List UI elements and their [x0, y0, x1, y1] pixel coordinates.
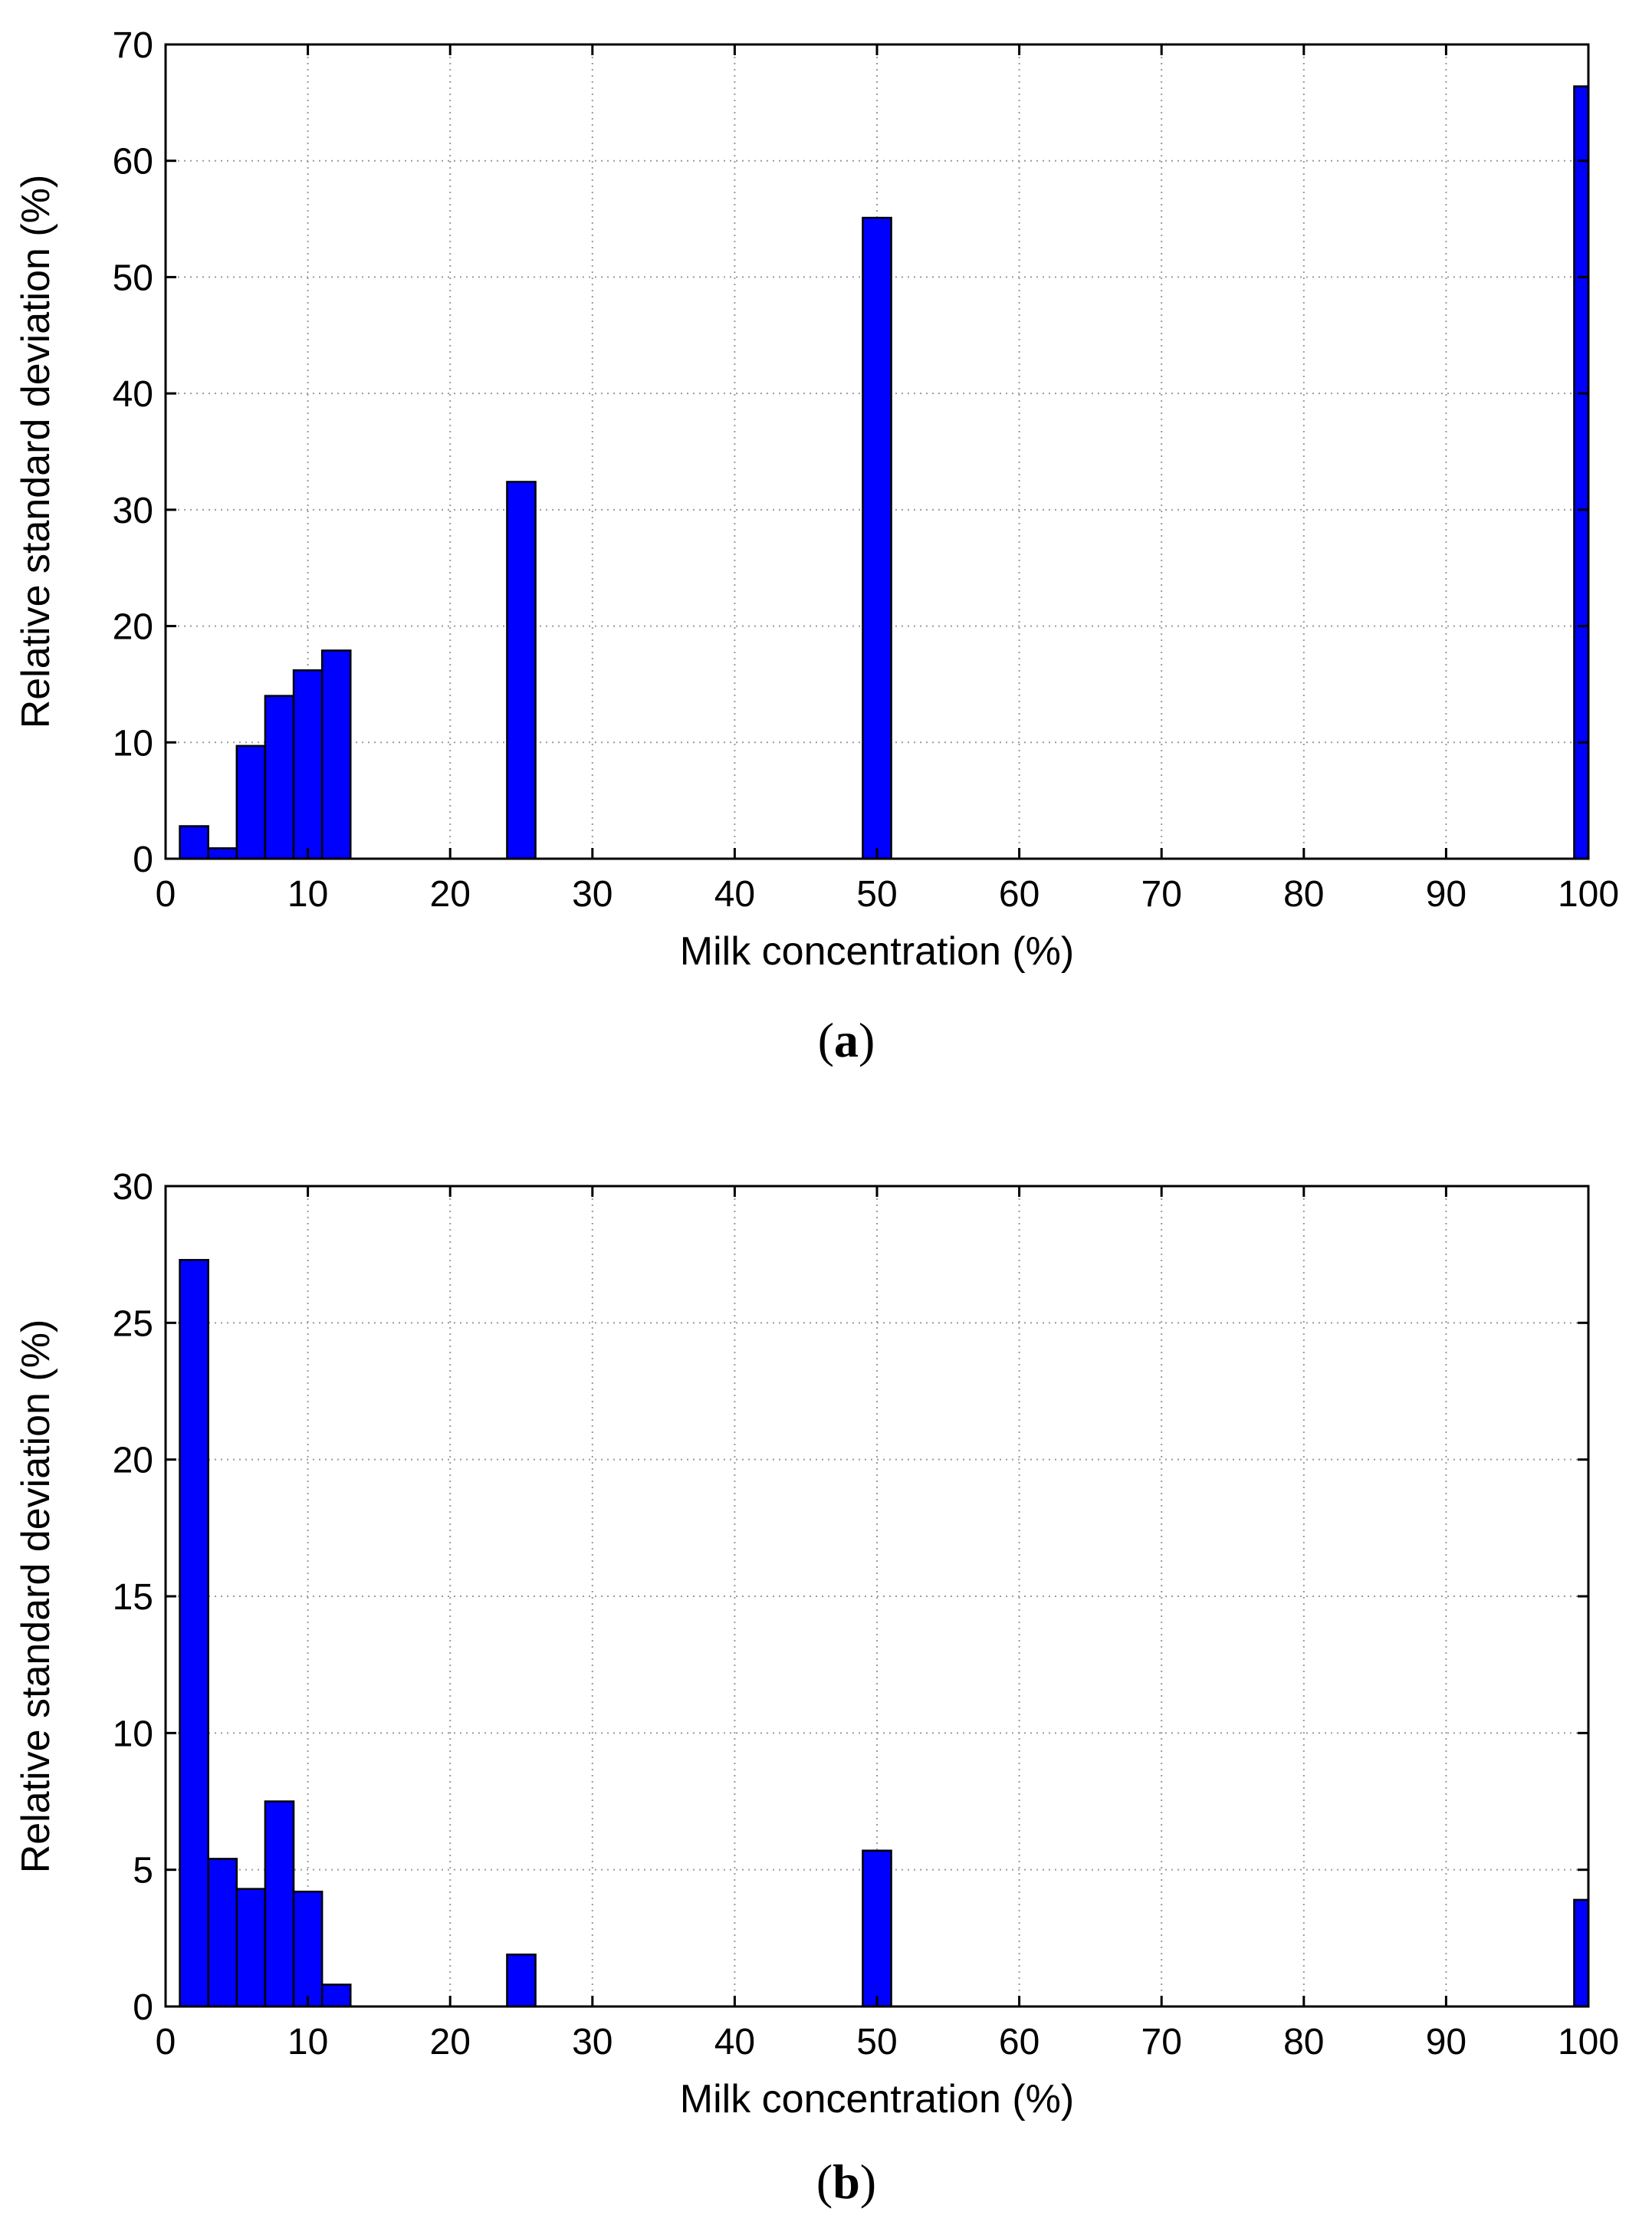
bar — [292, 1890, 324, 2008]
panel-label: (b) — [816, 2154, 876, 2209]
bar — [264, 1800, 295, 2008]
y-tick-label: 15 — [113, 1577, 153, 1618]
y-tick-label: 70 — [113, 25, 153, 66]
x-tick-label: 40 — [714, 2022, 755, 2062]
x-tick-label: 70 — [1141, 874, 1182, 915]
x-tick-label: 20 — [430, 2022, 471, 2062]
y-tick-label: 40 — [113, 374, 153, 415]
y-tick-label: 20 — [113, 607, 153, 648]
bar — [320, 649, 352, 860]
bar — [207, 1858, 238, 2008]
x-axis-title: Milk concentration (%) — [680, 929, 1074, 974]
bar — [506, 1953, 537, 2008]
y-tick-label: 50 — [113, 258, 153, 298]
x-tick-label: 70 — [1141, 2022, 1182, 2062]
panel-letter: a — [834, 1013, 859, 1067]
bar — [235, 1888, 267, 2008]
x-tick-label: 40 — [714, 874, 755, 915]
x-tick-label: 60 — [999, 874, 1039, 915]
bar — [862, 216, 892, 860]
x-tick-label: 50 — [856, 874, 897, 915]
y-tick-label: 5 — [133, 1851, 153, 1891]
chart-panel-b: 0 10 20 30 40 50 60 70 80 90 100 0 5 10 15 20 25 30 Milk c… — [14, 1167, 1619, 2209]
bar — [862, 1849, 892, 2008]
bar — [320, 1983, 352, 2008]
y-tick-label: 60 — [113, 142, 153, 182]
bar — [1573, 1898, 1590, 2008]
x-tick-label: 50 — [856, 2022, 897, 2062]
y-tick-label: 30 — [113, 1167, 153, 1208]
x-tick-label: 100 — [1558, 2022, 1619, 2062]
x-tick-label: 100 — [1558, 874, 1619, 915]
x-tick-label: 0 — [156, 874, 176, 915]
bar — [292, 669, 324, 860]
x-tick-label: 0 — [156, 2022, 176, 2062]
x-tick-label: 30 — [572, 2022, 613, 2062]
x-tick-label: 10 — [287, 874, 328, 915]
bar — [506, 481, 537, 860]
y-axis-title: Relative standard deviation (%) — [14, 1320, 58, 1874]
y-axis-title: Relative standard deviation (%) — [14, 175, 58, 729]
y-tick-label: 25 — [113, 1303, 153, 1344]
y-tick-label: 0 — [133, 1987, 153, 2028]
x-tick-label: 60 — [999, 2022, 1039, 2062]
bar — [179, 1259, 209, 2008]
x-axis-title: Milk concentration (%) — [680, 2077, 1074, 2121]
y-tick-label: 10 — [113, 723, 153, 764]
x-tick-label: 90 — [1426, 2022, 1466, 2062]
y-tick-label: 20 — [113, 1441, 153, 1481]
y-tick-label: 30 — [113, 491, 153, 531]
panel-letter: b — [833, 2154, 860, 2209]
panel-label: (a) — [818, 1013, 875, 1067]
chart-panel-a: 0 10 20 30 40 50 60 70 80 90 100 0 10 20 30 40 50 60 70 Mil… — [14, 25, 1619, 1067]
x-tick-label: 80 — [1283, 874, 1324, 915]
y-tick-label: 0 — [133, 840, 153, 880]
y-tick-label: 10 — [113, 1714, 153, 1754]
bar — [179, 825, 209, 860]
x-tick-label: 30 — [572, 874, 613, 915]
x-tick-label: 10 — [287, 2022, 328, 2062]
bar — [235, 744, 267, 860]
bar — [264, 695, 295, 860]
x-tick-label: 80 — [1283, 2022, 1324, 2062]
bar — [207, 847, 238, 860]
x-tick-label: 20 — [430, 874, 471, 915]
x-tick-label: 90 — [1426, 874, 1466, 915]
